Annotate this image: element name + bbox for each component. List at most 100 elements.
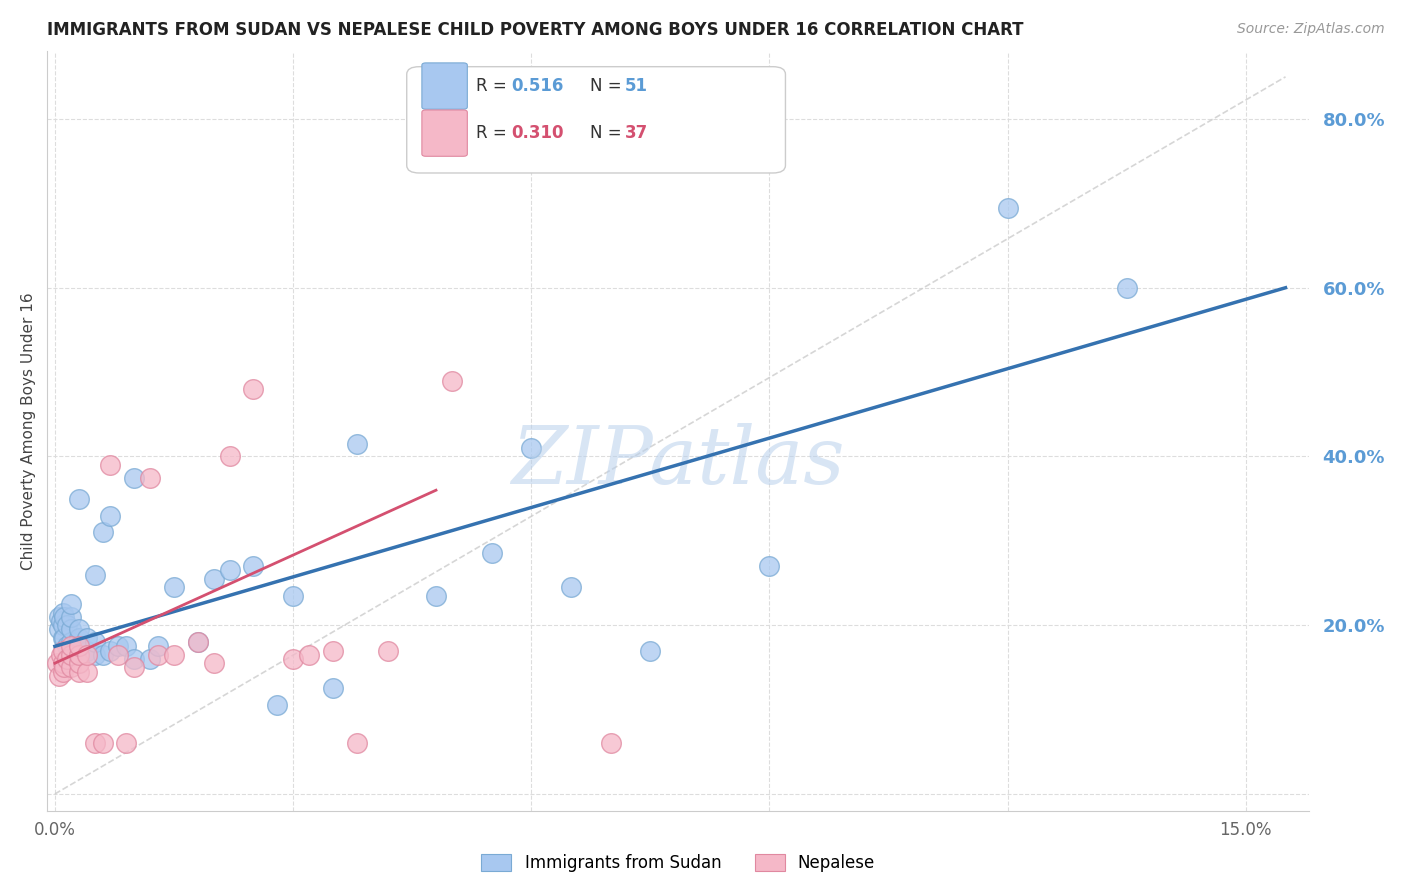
Text: ZIPatlas: ZIPatlas [512,423,845,500]
Point [266,698,288,713]
Point [322,681,344,696]
Point [1115,281,1137,295]
Point [59,609,82,624]
Point [83,736,105,750]
Point [242,382,264,396]
Point [218,563,240,577]
Text: R =: R = [477,77,512,95]
Point [83,567,105,582]
Point [115,640,138,654]
Point [520,441,543,455]
Point [67,640,90,654]
Point [48,609,70,624]
Point [83,648,105,662]
Point [163,580,186,594]
Point [52,665,75,679]
Point [146,648,169,662]
Point [48,669,70,683]
Point [425,589,447,603]
Point [346,437,368,451]
Text: 0.310: 0.310 [512,124,564,142]
Point [218,450,240,464]
Point [124,652,146,666]
Point [48,623,70,637]
Point [59,635,82,649]
Point [53,660,76,674]
Y-axis label: Child Poverty Among Boys Under 16: Child Poverty Among Boys Under 16 [21,293,35,570]
Point [83,635,105,649]
Point [59,623,82,637]
Point [100,643,122,657]
Point [52,631,75,645]
Point [124,660,146,674]
Point [115,736,138,750]
Point [67,656,90,670]
Point [107,640,129,654]
Point [67,640,90,654]
Point [346,736,368,750]
Point [53,631,76,645]
Point [91,525,114,540]
Point [59,640,82,654]
Text: N =: N = [589,124,627,142]
Point [281,589,304,603]
Point [187,635,209,649]
Point [139,652,162,666]
Point [59,648,82,662]
FancyBboxPatch shape [406,67,786,173]
FancyBboxPatch shape [422,63,467,109]
Point [560,580,582,594]
Text: N =: N = [589,77,627,95]
Text: R =: R = [477,124,512,142]
Text: IMMIGRANTS FROM SUDAN VS NEPALESE CHILD POVERTY AMONG BOYS UNDER 16 CORRELATION : IMMIGRANTS FROM SUDAN VS NEPALESE CHILD … [46,21,1024,39]
Point [56,652,79,666]
Text: Source: ZipAtlas.com: Source: ZipAtlas.com [1237,22,1385,37]
Point [100,458,122,472]
Point [52,606,75,620]
Point [187,635,209,649]
Point [599,736,621,750]
Point [440,374,463,388]
Point [242,559,264,574]
Point [481,547,503,561]
Point [298,648,321,662]
Point [202,656,225,670]
Legend: Immigrants from Sudan, Nepalese: Immigrants from Sudan, Nepalese [475,847,882,879]
Point [76,648,98,662]
Point [322,643,344,657]
Point [202,572,225,586]
Point [146,640,169,654]
Point [139,470,162,484]
Point [67,623,90,637]
Point [59,660,82,674]
Point [640,643,662,657]
Point [758,559,780,574]
Point [59,643,82,657]
Point [100,508,122,523]
Point [56,618,79,632]
Point [76,631,98,645]
Point [59,597,82,611]
Point [124,470,146,484]
Point [91,736,114,750]
Point [56,640,79,654]
Point [51,614,73,628]
Point [52,656,75,670]
Point [163,648,186,662]
Text: 51: 51 [626,77,648,95]
Point [76,665,98,679]
Point [67,665,90,679]
Point [107,648,129,662]
Point [46,656,69,670]
Point [67,631,90,645]
Point [91,648,114,662]
Text: 0.516: 0.516 [512,77,564,95]
Point [53,609,76,624]
Point [76,643,98,657]
Point [67,491,90,506]
Point [51,648,73,662]
Point [52,643,75,657]
Point [281,652,304,666]
Point [67,648,90,662]
Point [52,618,75,632]
